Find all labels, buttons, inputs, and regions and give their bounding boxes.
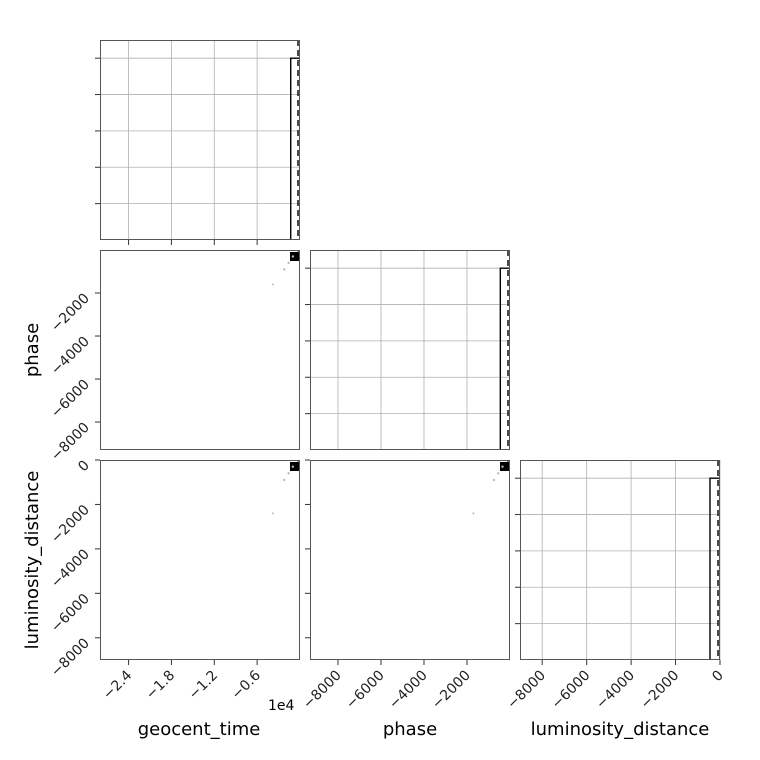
hist-luminosity_distance-bin-0: [709, 477, 720, 660]
scatter-geocent_time-luminosity_distance-point-2: [287, 472, 290, 475]
scatter-geocent_time-luminosity_distance-ytick-label-1: −6000: [48, 591, 93, 636]
hist-geocent_time-xtick-label-0: −2.4: [100, 667, 135, 702]
ylabel-luminosity_distance: luminosity_distance: [22, 471, 43, 650]
hist-phase-xtick-label-1: −6000: [343, 668, 388, 713]
hist-phase-background: [310, 250, 510, 450]
scatter-phase-luminosity_distance-border: [310, 460, 510, 660]
scatter-geocent_time-phase-ytick-label-1: −6000: [48, 377, 93, 422]
scatter-geocent_time-luminosity_distance-point-3: [283, 478, 286, 482]
hist-luminosity_distance-xtick-label-4: 0: [709, 668, 727, 686]
ylabel-phase: phase: [22, 323, 43, 377]
xlabel-geocent_time: geocent_time: [138, 719, 261, 740]
scatter-phase-luminosity_distance-point-2: [496, 472, 500, 475]
scatter-phase-luminosity_distance-density-peak: [500, 462, 509, 471]
hist-geocent_time-background: [100, 40, 300, 240]
hist-phase-xtick-label-3: −2000: [429, 668, 474, 713]
hist-geocent_time-xtick-label-3: −0.6: [229, 667, 264, 702]
xlabel-luminosity_distance: luminosity_distance: [531, 719, 710, 740]
scatter-geocent_time-phase-border: [100, 250, 300, 450]
panels-layer: −8000−6000−4000−2000−8000−6000−4000−2000…: [48, 40, 727, 712]
scatter-geocent_time-phase-point-3: [283, 268, 286, 271]
hist-luminosity_distance-xtick-label-3: −2000: [638, 668, 683, 713]
scatter-geocent_time-luminosity_distance-point-4: [271, 512, 274, 515]
scatter-phase-luminosity_distance-background: [310, 460, 510, 660]
hist-geocent_time-xtick-label-2: −1.2: [186, 668, 221, 703]
hist-luminosity_distance-background: [520, 460, 720, 660]
scatter-geocent_time-luminosity_distance-ytick-label-0: −8000: [48, 635, 93, 680]
scatter-geocent_time-phase-ytick-label-3: −2000: [48, 291, 93, 336]
scatter-geocent_time-phase-point-1: [291, 255, 295, 258]
xlabel-phase: phase: [383, 719, 437, 740]
hist-phase-xtick-label-0: −8000: [300, 668, 345, 713]
scatter-geocent_time-luminosity_distance-point-1: [291, 465, 295, 468]
hist-geocent_time-xtick-label-1: −1.8: [143, 668, 178, 703]
scatter-geocent_time-luminosity_distance-density-peak: [290, 462, 299, 471]
scatter-phase-luminosity_distance-point-4: [472, 512, 475, 515]
scatter-geocent_time-luminosity_distance-ytick-label-3: −2000: [48, 502, 93, 547]
scatter-geocent_time-phase-ytick-label-2: −4000: [48, 334, 93, 379]
scatter-phase-luminosity_distance-point-1: [501, 465, 504, 468]
scatter-geocent_time-phase-point-2: [287, 261, 290, 265]
geocent-time-offset-text: 1e4: [268, 698, 295, 714]
scatter-phase-luminosity_distance-point-3: [492, 478, 496, 482]
hist-geocent_time-border: [100, 40, 300, 240]
hist-luminosity_distance-xtick-label-0: −8000: [504, 668, 549, 713]
hist-luminosity_distance-border: [520, 460, 720, 660]
hist-phase-border: [310, 250, 510, 450]
hist-geocent_time-bin-0: [290, 57, 300, 240]
hist-phase-bin-0: [499, 267, 510, 450]
scatter-geocent_time-phase-density-peak: [290, 252, 299, 261]
scatter-geocent_time-luminosity_distance-border: [100, 460, 300, 660]
scatter-geocent_time-phase-background: [100, 250, 300, 450]
scatter-geocent_time-luminosity_distance-ytick-label-2: −4000: [48, 546, 93, 591]
scatter-geocent_time-phase-ytick-label-0: −8000: [48, 420, 93, 465]
scatter-geocent_time-phase-point-4: [271, 283, 274, 286]
scatter-geocent_time-luminosity_distance-ytick-label-4: 0: [75, 458, 93, 476]
scatter-geocent_time-luminosity_distance-background: [100, 460, 300, 660]
hist-luminosity_distance-xtick-label-1: −6000: [549, 668, 594, 713]
hist-luminosity_distance-xtick-label-2: −4000: [593, 668, 638, 713]
hist-phase-xtick-label-2: −4000: [386, 668, 431, 713]
